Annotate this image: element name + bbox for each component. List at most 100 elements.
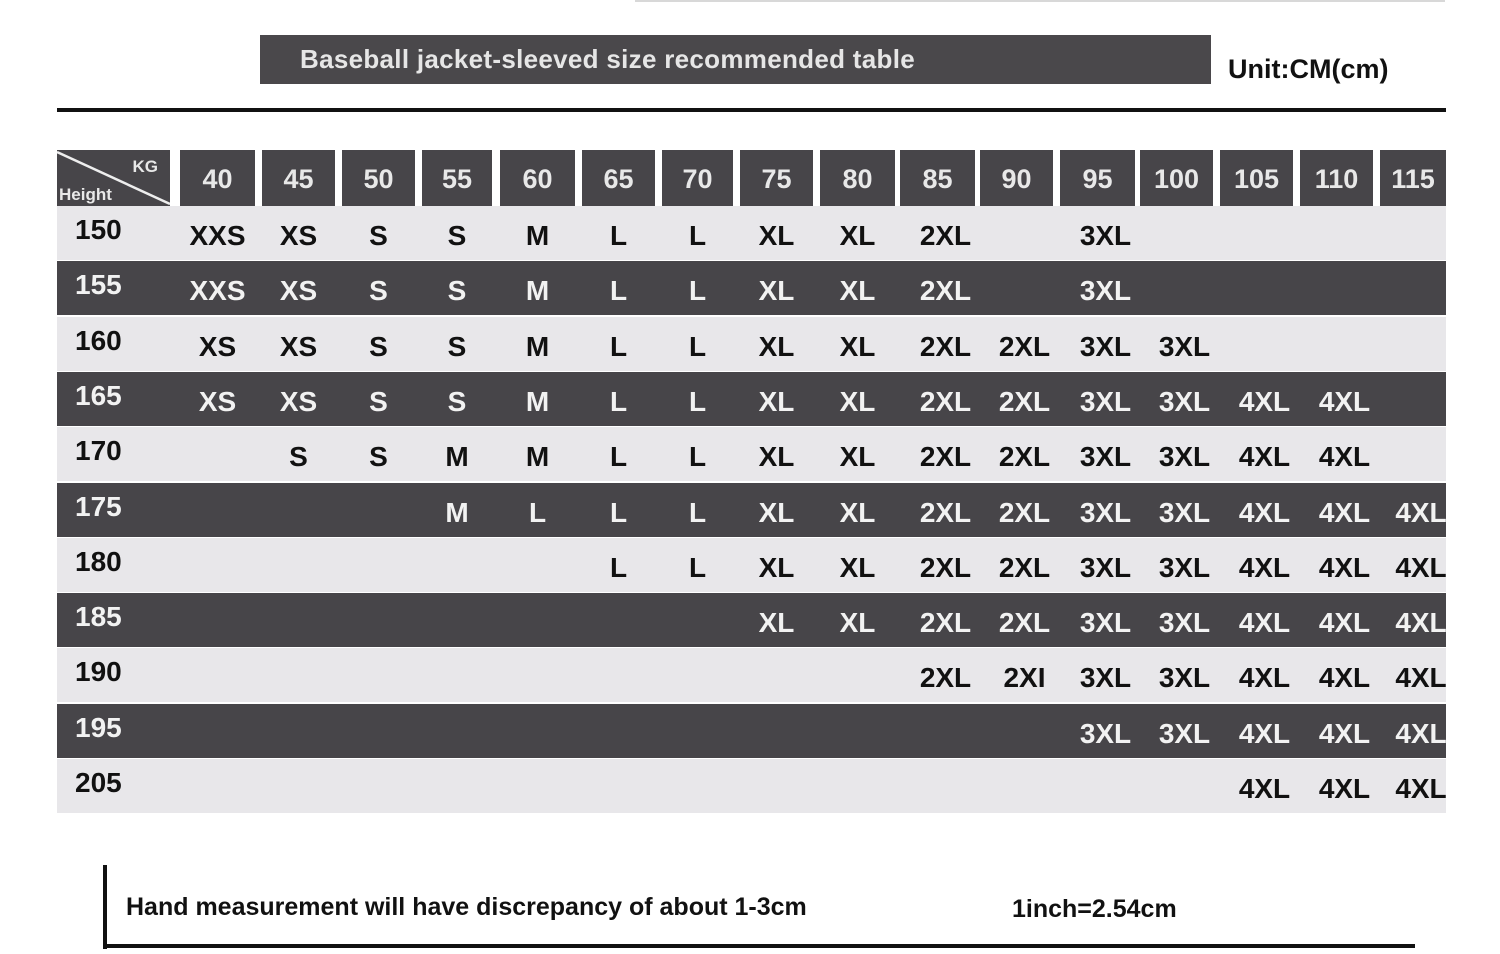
size-cell: 3XL (1158, 551, 1211, 583)
size-cell: 4XL (1318, 385, 1371, 417)
unit-label: Unit:CM(cm) (1228, 54, 1389, 84)
size-cell: 3XL (1079, 441, 1132, 473)
size-cell: 4XL (1318, 717, 1371, 749)
size-cell: 2XL (919, 551, 972, 583)
footer-border-bottom (103, 944, 1415, 948)
size-cell: 4XL (1318, 496, 1371, 528)
weight-header: 45 (262, 150, 335, 206)
weight-header: 75 (740, 150, 813, 206)
size-cell: 3XL (1079, 607, 1132, 639)
height-value: 170 (75, 435, 122, 467)
size-cell: XL (839, 275, 876, 307)
height-value: 160 (75, 324, 122, 356)
size-cell: 2XL (998, 607, 1051, 639)
size-cell: M (445, 441, 469, 473)
weight-header: 105 (1220, 150, 1293, 206)
size-cell: 4XL (1238, 385, 1291, 417)
size-cell: XL (839, 220, 876, 251)
height-value: 205 (75, 767, 122, 798)
size-cell: XXS (189, 220, 246, 251)
size-cell: L (688, 496, 707, 528)
size-cell: 4XL (1318, 441, 1371, 473)
size-cell: 3XL (1158, 662, 1211, 694)
size-cell: 3XL (1079, 662, 1132, 694)
size-cell: 3XL (1079, 275, 1132, 307)
size-cell: 2XL (919, 275, 972, 307)
size-cell: L (688, 551, 707, 583)
table-row: 205 4XL 4XL 4XL (57, 759, 1447, 813)
size-cell: S (369, 441, 388, 473)
size-cell: 4XL (1238, 441, 1291, 473)
size-cell: XS (279, 385, 318, 417)
size-cell: 4XL (1318, 662, 1371, 694)
size-cell: XS (198, 330, 237, 362)
size-cell: L (609, 496, 628, 528)
table-row: 190 2XL 2XI 3XL 3XL 4XL 4XL 4XL (57, 648, 1447, 703)
size-cell: XL (839, 330, 876, 362)
table-row: 180 L L XL XL 2XL 2XL 3XL 3XL 4XL 4XL 4XL (57, 537, 1447, 592)
size-cell: 4XL (1318, 773, 1371, 804)
size-cell: S (447, 330, 467, 362)
size-cell: S (447, 275, 467, 307)
size-cell: L (609, 275, 628, 307)
size-cell: 4XL (1395, 773, 1447, 804)
size-cell: 4XL (1238, 607, 1291, 639)
size-cell: 4XL (1318, 607, 1371, 639)
size-cell: 4XL (1395, 551, 1447, 583)
size-cell: XS (279, 275, 318, 307)
weight-header: 40 (180, 150, 255, 206)
size-cell: M (525, 275, 550, 307)
size-cell: L (688, 441, 707, 473)
weight-header: 110 (1300, 150, 1373, 206)
height-value: 190 (75, 656, 122, 688)
weight-header: 60 (500, 150, 575, 206)
size-cell: 4XL (1395, 662, 1447, 694)
table-title: Baseball jacket-sleeved size recommended… (260, 35, 1211, 84)
height-label: Height (59, 185, 112, 204)
height-value: 195 (75, 711, 122, 743)
size-cell: XL (758, 275, 795, 307)
weight-header: 50 (342, 150, 415, 206)
height-value: 185 (75, 601, 122, 633)
weight-header: 65 (582, 150, 655, 206)
size-cell: 4XL (1238, 551, 1291, 583)
kg-label: KG (132, 157, 159, 176)
weight-header: 55 (422, 150, 492, 206)
size-cell: 2XL (919, 385, 972, 417)
size-cell: L (688, 220, 707, 251)
table-row: 195 3XL 3XL 4XL 4XL 4XL (57, 703, 1447, 758)
header-divider (57, 108, 1446, 112)
size-cell: XS (198, 385, 237, 417)
size-cell: M (445, 496, 469, 528)
size-cell: L (528, 496, 547, 528)
height-value: 165 (75, 379, 122, 411)
size-cell: XL (758, 441, 795, 473)
size-cell: L (688, 330, 707, 362)
weight-header: 115 (1380, 150, 1446, 206)
weight-header: 100 (1140, 150, 1213, 206)
size-cell: S (369, 385, 388, 417)
table-row: 170 S S M M L L XL XL 2XL 2XL 3XL 3XL 4XL 4XL (57, 427, 1446, 482)
size-cell: 2XL (919, 441, 972, 473)
size-cell: S (369, 275, 388, 307)
size-cell: XS (279, 220, 318, 251)
size-cell: 4XL (1395, 496, 1447, 528)
size-cell: L (688, 385, 707, 417)
size-cell: 3XL (1079, 717, 1132, 749)
size-cell: XL (758, 551, 795, 583)
size-cell: 2XL (919, 220, 972, 251)
size-cell: 3XL (1079, 385, 1132, 417)
table-row: 150 XXS XS S S M L L XL XL 2XL 3XL (57, 206, 1446, 260)
size-cell: 2XL (998, 385, 1051, 417)
size-cell: 4XL (1395, 717, 1447, 749)
size-cell: M (525, 330, 550, 362)
size-cell: L (609, 220, 628, 251)
corner-header: KG Height (57, 150, 170, 206)
size-cell: XS (279, 330, 318, 362)
size-cell: XL (839, 607, 876, 639)
diagonal-line (57, 150, 170, 206)
size-cell: 2XL (998, 441, 1051, 473)
table-row: 175 M L L L XL XL 2XL 2XL 3XL 3XL 4XL 4XL 4XL (57, 482, 1447, 537)
height-value: 175 (75, 490, 122, 522)
size-cell: S (447, 220, 467, 251)
